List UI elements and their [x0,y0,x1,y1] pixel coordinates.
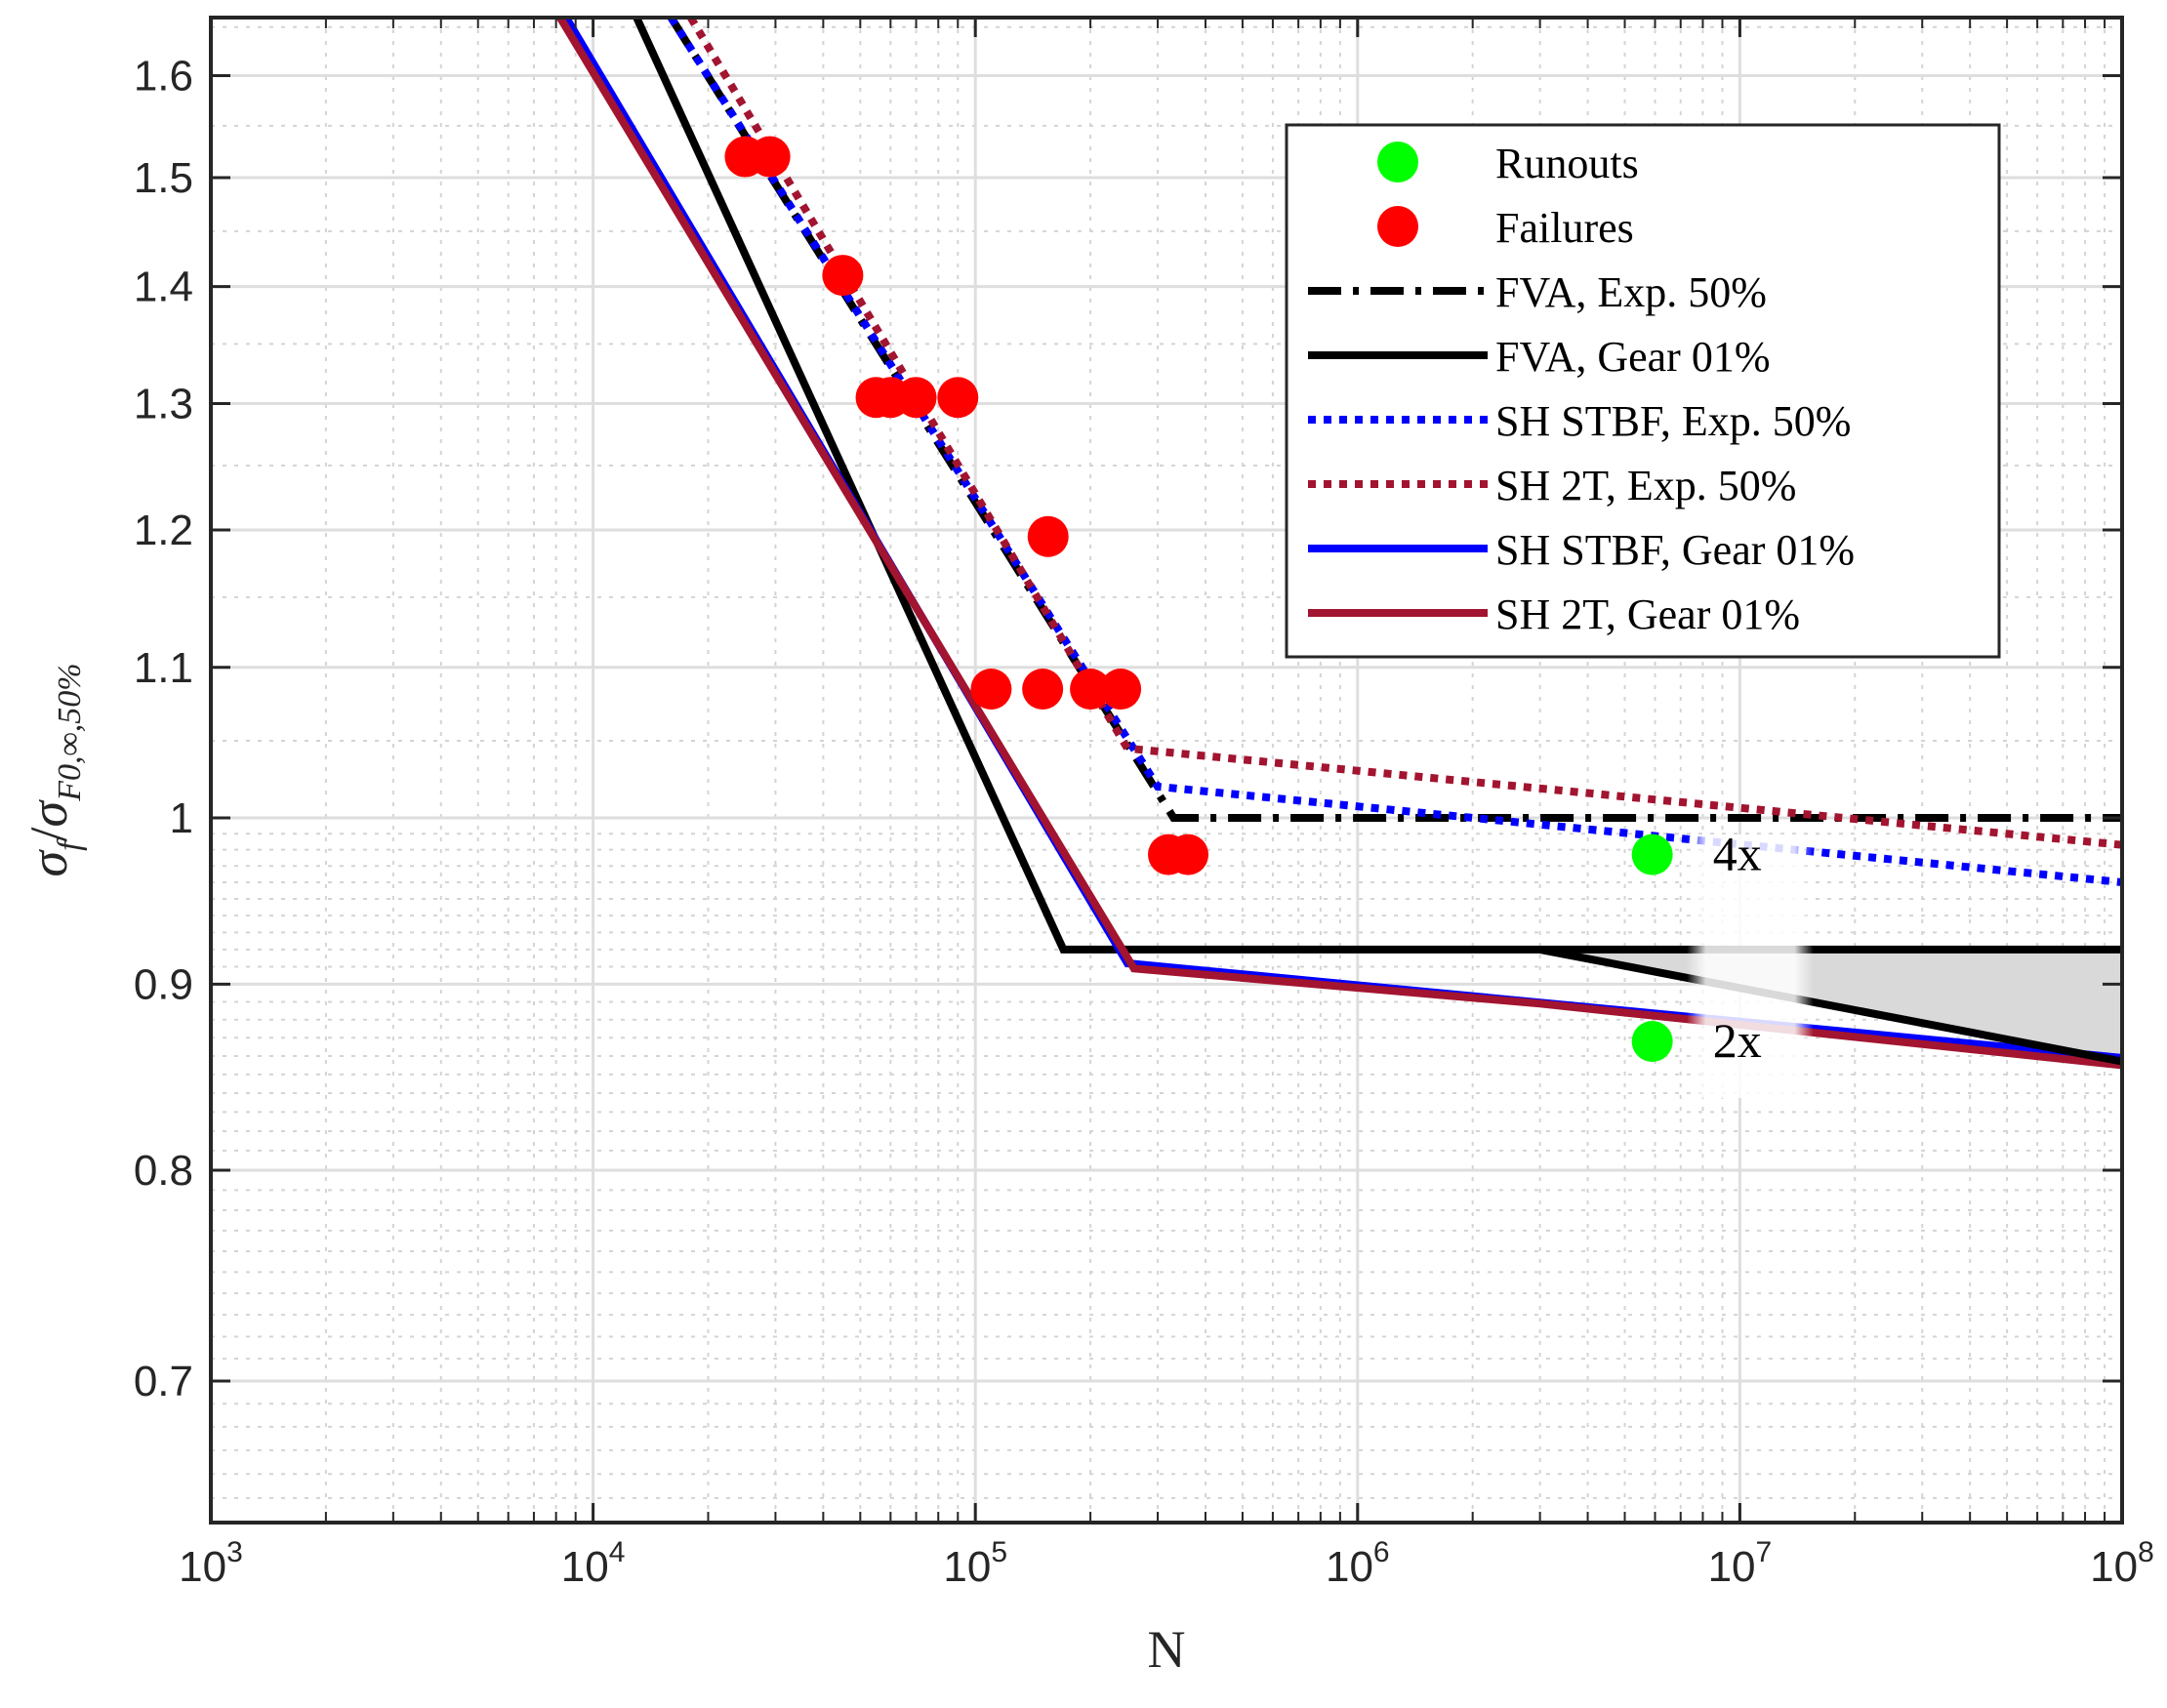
annotation-fade [1687,834,1814,1098]
legend-box [1285,123,2001,659]
y-axis-label-text: σf/σF0,∞,50% [20,663,88,876]
x-tick-label: 108 [2090,1536,2154,1591]
plot-frame [209,16,2124,1525]
legend-label-fva-exp-50: FVA, Exp. 50% [1495,268,1767,316]
y-label-sigma2: σ [20,798,78,827]
y-label-sub2: F0,∞,50% [52,663,88,801]
x-axis-label: N [1148,1620,1186,1679]
point-failures [1027,515,1069,557]
point-failures [822,255,864,297]
annotations: 4x 2x [1713,827,1762,1068]
x-tick-label: 104 [561,1536,626,1591]
legend-marker-failures [1377,206,1418,247]
y-tick-label: 0.8 [134,1147,193,1195]
point-failures [937,377,979,419]
y-tick-label: 1.1 [134,644,193,692]
annotation-fade-box [1687,834,1814,1098]
y-label-slash: / [20,827,78,841]
legend-label-sh-2t-exp-50: SH 2T, Exp. 50% [1495,462,1796,509]
point-failures [1100,668,1142,710]
x-tick-label: 106 [1326,1536,1390,1591]
y-tick-label: 0.7 [134,1358,193,1405]
legend-label-failures: Failures [1495,204,1634,252]
legend-label-fva-gear-01: FVA, Gear 01% [1495,333,1771,381]
x-tick-label: 103 [179,1536,243,1591]
legend: Runouts Failures FVA, Exp. 50% FVA, Gear 01… [1285,123,2001,659]
point-failures [1022,668,1064,710]
y-tick-label: 1.5 [134,154,193,202]
series-line-sh-2t-gear-01 [556,18,2122,1070]
y-tick-label: 1.6 [134,53,193,101]
point-runouts [1631,1020,1673,1062]
legend-label-runouts: Runouts [1495,140,1639,187]
y-tick-label: 1.2 [134,507,193,554]
y-axis-label: σf/σF0,∞,50% [20,663,88,876]
y-tick-label: 0.9 [134,960,193,1008]
point-failures [749,136,791,178]
legend-label-sh-stbf-exp-50: SH STBF, Exp. 50% [1495,397,1851,445]
axis-ticks: 103 104 105 106 107 108 0.7 0.8 0.9 1 1.1 1.2 1.3 1.4… [134,18,2154,1591]
legend-label-sh-2t-gear-01: SH 2T, Gear 01% [1495,590,1800,638]
legend-marker-runouts [1377,142,1418,183]
annotation-2x: 2x [1713,1013,1762,1068]
scatter-points [724,136,1673,1062]
y-tick-label: 1.4 [134,264,193,311]
point-failures [1070,668,1112,710]
x-tick-label: 105 [943,1536,1007,1591]
point-failures [895,377,937,419]
annotation-4x: 4x [1713,827,1762,881]
x-tick-label: 107 [1708,1536,1773,1591]
legend-label-sh-stbf-gear-01: SH STBF, Gear 01% [1495,526,1855,574]
series-line-extension [1538,945,2122,1066]
point-failures [970,668,1012,710]
point-failures [1167,834,1209,875]
grid [209,18,2124,1523]
y-tick-label: 1.3 [134,380,193,427]
y-label-sigma: σ [20,849,78,877]
point-runouts [1631,834,1673,875]
y-tick-label: 1 [170,794,193,842]
